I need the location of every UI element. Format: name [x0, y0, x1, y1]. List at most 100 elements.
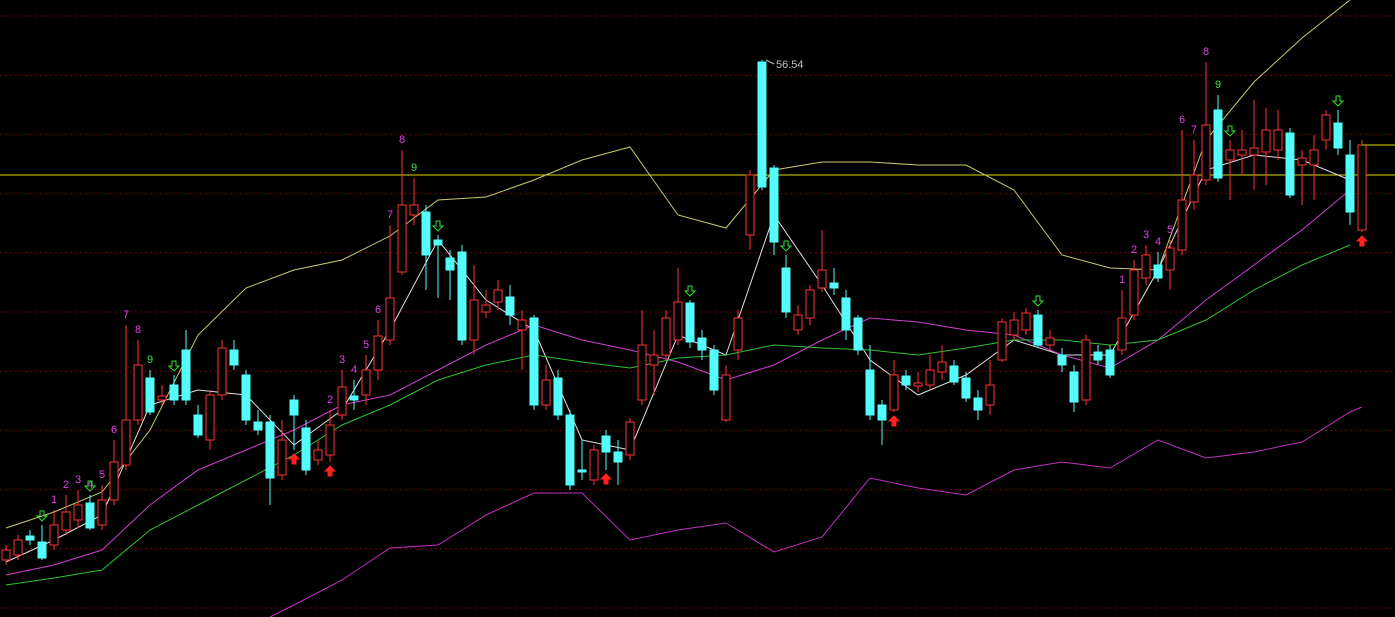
signal-arrow: [83, 480, 97, 492]
candle-body: [1273, 129, 1283, 151]
candle-body: [397, 204, 407, 273]
candle-body: [697, 337, 707, 351]
candle-body: [1045, 337, 1055, 346]
candle-body: [1225, 149, 1235, 161]
candle-body: [1093, 351, 1103, 361]
td-label: 4: [351, 364, 357, 376]
td-label: 6: [1179, 114, 1185, 126]
candle-body: [109, 461, 119, 501]
candle-body: [529, 317, 539, 406]
candle-body: [925, 369, 935, 386]
candle-body: [61, 511, 71, 531]
td-label: 5: [363, 339, 369, 351]
candle-body: [1057, 354, 1067, 366]
candle-body: [1261, 129, 1271, 153]
candle-body: [277, 439, 287, 476]
candle-body: [1129, 269, 1139, 316]
candle-body: [289, 399, 299, 416]
candle-body: [541, 379, 551, 406]
candle-body: [457, 251, 467, 341]
td-label: 5: [99, 469, 105, 481]
candle-body: [877, 404, 887, 421]
candle-body: [1345, 154, 1355, 213]
candle-body: [685, 302, 695, 343]
signal-arrow: [599, 473, 613, 485]
candle-body: [901, 375, 911, 386]
candle-body: [1213, 109, 1223, 179]
candle-body: [553, 377, 563, 416]
signal-arrow: [887, 415, 901, 427]
td-label: 6: [111, 424, 117, 436]
td-label: 1: [51, 494, 57, 506]
signal-arrow: [1223, 125, 1237, 137]
candle-body: [757, 61, 767, 188]
candle-body: [349, 395, 359, 401]
candle-body: [1177, 199, 1187, 251]
candle-body: [1285, 132, 1295, 196]
candle-body: [337, 386, 347, 416]
candle-body: [409, 204, 419, 216]
candle-body: [1009, 319, 1019, 336]
candle-body: [169, 384, 179, 401]
signal-arrow: [1331, 95, 1345, 107]
max-label: 56.54: [776, 59, 804, 71]
candle-body: [1069, 371, 1079, 403]
signal-arrow: [431, 220, 445, 232]
candle-body: [1321, 114, 1331, 141]
indicator-line: [5, 0, 1351, 529]
candle-body: [325, 424, 335, 456]
candle-body: [361, 369, 371, 396]
td-label: 3: [339, 354, 345, 366]
candle-body: [961, 377, 971, 399]
candle-body: [505, 296, 515, 316]
td-label: 8: [1203, 46, 1209, 58]
td-label: 6: [375, 304, 381, 316]
signal-arrow: [287, 453, 301, 465]
signal-arrow: [683, 285, 697, 297]
signal-arrow: [1355, 235, 1369, 247]
candle-body: [829, 282, 839, 289]
td-label: 5: [1167, 224, 1173, 236]
candle-body: [1249, 147, 1259, 156]
candle-body: [385, 297, 395, 341]
td-label: 2: [63, 479, 69, 491]
td-label: 4: [1155, 236, 1161, 248]
td-label: 8: [399, 134, 405, 146]
signal-arrow: [167, 360, 181, 372]
candle-body: [985, 384, 995, 406]
candle-body: [1201, 124, 1211, 181]
candle-body: [253, 421, 263, 431]
candle-body: [193, 414, 203, 436]
candle-body: [1105, 349, 1115, 376]
candle-body: [85, 502, 95, 529]
signal-arrow: [1031, 295, 1045, 307]
candle-body: [121, 419, 131, 466]
candle-body: [769, 167, 779, 243]
candle-body: [469, 299, 479, 341]
td-label: 8: [135, 324, 141, 336]
candle-body: [157, 395, 167, 401]
indicator-line: [269, 406, 1363, 617]
candle-body: [217, 347, 227, 396]
candle-body: [1357, 144, 1367, 231]
candle-body: [493, 289, 503, 303]
candle-body: [373, 335, 383, 371]
td-label: 7: [123, 309, 129, 321]
td-label: 3: [1143, 229, 1149, 241]
td-label: 4: [87, 479, 93, 491]
candle-body: [1153, 264, 1163, 279]
candle-body: [1237, 149, 1247, 156]
candle-body: [1, 549, 11, 561]
signal-arrow: [779, 240, 793, 252]
candle-body: [805, 289, 815, 319]
td-label: 7: [1191, 124, 1197, 136]
candle-body: [937, 361, 947, 373]
candle-body: [37, 541, 47, 559]
td-label: 9: [1215, 79, 1221, 91]
candle-body: [781, 267, 791, 313]
td-label: 3: [75, 474, 81, 486]
candle-body: [1297, 157, 1307, 166]
candle-body: [49, 524, 59, 546]
